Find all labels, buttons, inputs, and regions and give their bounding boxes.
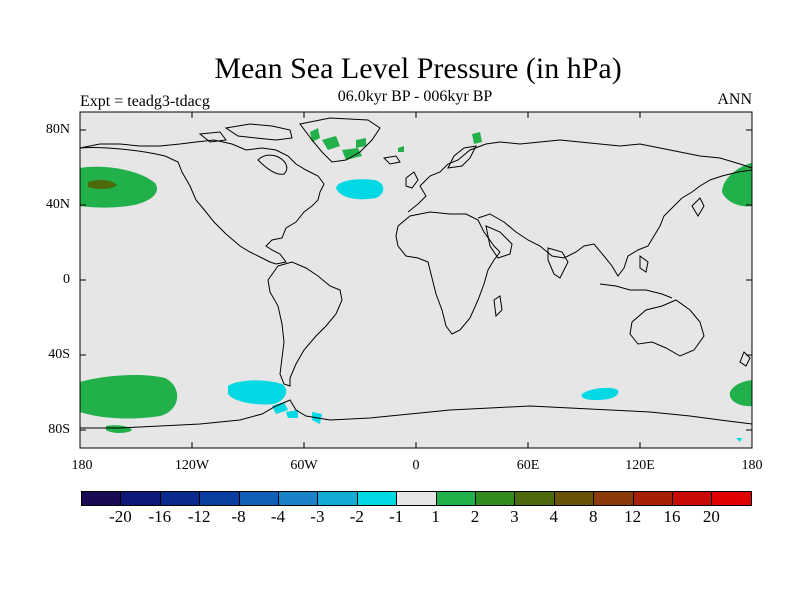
colorbar-swatch xyxy=(356,491,398,506)
colorbar-label: -2 xyxy=(349,507,364,526)
hudson-bay-coast xyxy=(257,154,288,175)
south-pacific-east-positive xyxy=(729,380,752,407)
new-zealand-coast xyxy=(739,351,751,367)
north-pacific-west-positive xyxy=(80,166,157,208)
colorbar-swatch xyxy=(514,491,555,506)
australia-coast xyxy=(629,299,705,357)
europe-coast xyxy=(407,139,753,213)
colorbar-swatch xyxy=(317,491,358,506)
lon-label-60w: 60W xyxy=(290,458,318,473)
colorbar-swatch xyxy=(238,491,279,506)
chart-title: Mean Sea Level Pressure (in hPa) xyxy=(214,52,622,85)
antarctica-coast xyxy=(80,399,753,429)
colorbar-label: 2 xyxy=(470,507,480,526)
southeast-pacific-negative xyxy=(228,380,287,405)
indian-ocean-negative xyxy=(581,387,742,442)
colorbar-swatch xyxy=(553,491,595,506)
colorbar-label: -8 xyxy=(231,507,246,526)
colorbar-label: 16 xyxy=(663,507,681,526)
colorbar-label: -12 xyxy=(187,507,211,526)
north-pacific-core xyxy=(88,179,117,190)
anomaly-fills xyxy=(80,128,752,442)
colorbar-label: 12 xyxy=(624,507,642,526)
india-coast xyxy=(547,247,569,279)
colorbar-label: 20 xyxy=(702,507,720,526)
coastlines xyxy=(79,117,753,429)
greenland-coast xyxy=(299,117,381,163)
lat-label-0: 0 xyxy=(63,272,70,287)
weddell-negative xyxy=(272,402,322,424)
period-label: 06.0kyr BP - 006kyr BP xyxy=(337,88,493,105)
iceland-coast xyxy=(382,155,401,165)
greenland-positive xyxy=(310,128,482,160)
experiment-label: Expt = teadg3-tdacg xyxy=(80,93,210,110)
lon-label-180w: 180 xyxy=(71,458,93,473)
arctic-islands-coast xyxy=(198,123,293,143)
north-america-coast xyxy=(79,139,325,265)
colorbar-label: 3 xyxy=(510,507,519,526)
colorbar-swatch xyxy=(159,491,201,506)
colorbar-swatch xyxy=(435,491,476,506)
colorbar-label: 8 xyxy=(588,507,598,526)
map-background xyxy=(80,112,752,448)
south-pacific-west-positive xyxy=(80,375,178,433)
indonesia-coast xyxy=(599,255,673,299)
north-pacific-east-positive xyxy=(722,163,752,207)
colorbar-label: -4 xyxy=(270,507,286,526)
colorbar-label: 1 xyxy=(431,507,440,526)
uk-coast xyxy=(405,171,419,189)
colorbar-swatch xyxy=(199,491,240,506)
asia-coast xyxy=(477,169,753,277)
scandinavia-coast xyxy=(447,145,477,169)
lon-label-180e: 180 xyxy=(741,458,763,473)
lon-label-60e: 60E xyxy=(516,458,540,473)
arabia-coast xyxy=(485,225,513,259)
north-atlantic-negative xyxy=(336,179,384,200)
lon-label-0: 0 xyxy=(412,458,420,473)
colorbar-swatch xyxy=(672,491,713,506)
lat-label-80s: 80S xyxy=(48,422,70,437)
madagascar-coast xyxy=(493,295,503,318)
colorbar-label: 4 xyxy=(549,507,559,526)
season-label: ANN xyxy=(717,91,752,108)
colorbar-swatch xyxy=(632,491,673,506)
africa-coast xyxy=(395,211,501,335)
colorbar-swatch xyxy=(81,491,122,506)
lat-label-80n: 80N xyxy=(45,122,70,137)
colorbar-label: -3 xyxy=(310,507,325,526)
lon-label-120w: 120W xyxy=(174,458,210,473)
colorbar-label: -1 xyxy=(389,507,404,526)
colorbar-swatch xyxy=(396,491,437,506)
colorbar-swatch xyxy=(120,491,161,506)
lat-label-40n: 40N xyxy=(45,197,70,212)
lat-label-40s: 40S xyxy=(48,347,70,362)
lon-label-120e: 120E xyxy=(625,458,655,473)
colorbar-swatch xyxy=(711,491,752,506)
japan-coast xyxy=(691,197,705,217)
colorbar-label: -16 xyxy=(148,507,172,526)
colorbar-label: -20 xyxy=(109,507,132,526)
colorbar-swatch xyxy=(278,491,319,506)
colorbar-swatch xyxy=(475,491,516,506)
axis-ticks xyxy=(79,112,753,448)
colorbar-swatch xyxy=(593,491,634,506)
south-america-coast xyxy=(267,261,343,387)
